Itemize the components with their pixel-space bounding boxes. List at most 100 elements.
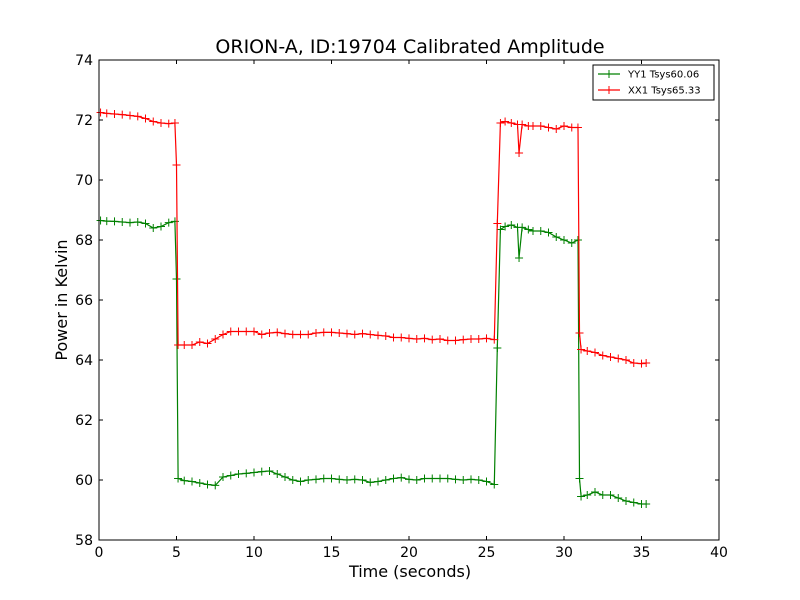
data-point [164,218,173,227]
data-point [195,479,204,487]
data-point [366,330,375,339]
y-tick-label: 62 [75,413,93,429]
data-point [560,236,568,244]
legend-label: YY1 Tsys60.06 [627,70,699,81]
legend-marker [605,70,613,78]
data-point [118,110,127,119]
data-point [250,468,258,477]
data-point [96,216,105,225]
data-point [110,110,119,118]
data-point [614,354,623,363]
data-point [493,219,502,228]
data-point [312,329,320,337]
data-point [443,474,452,483]
data-point [250,327,258,336]
legend-label: XX1 Tsys65.33 [628,86,701,97]
x-tick-label: 5 [172,545,181,561]
data-point [335,329,344,337]
data-point [335,475,344,484]
data-point [474,476,483,484]
data-point [507,221,516,229]
data-point [642,500,651,508]
data-point [188,341,196,349]
x-tick-label: 20 [400,545,418,561]
data-point [493,344,502,352]
data-point [518,120,527,129]
data-point [428,474,437,483]
x-tick-label: 30 [555,545,573,561]
y-axis: 58 60 62 64 66 68 70 72 74 [75,53,719,549]
data-point [219,330,227,339]
data-point [536,227,545,235]
data-point [515,149,524,157]
data-point [405,334,413,343]
data-point [529,122,537,130]
data-point [343,329,351,338]
y-tick-label: 64 [75,353,93,369]
data-point [577,345,586,354]
data-point [428,335,437,344]
data-point [102,109,111,118]
data-point [598,351,607,360]
data-point [598,491,607,499]
data-point [110,217,119,226]
x-tick-label: 40 [710,545,728,561]
data-point [490,335,499,344]
data-point [170,217,179,226]
data-point [211,335,220,343]
data-point [281,329,289,338]
data-point [451,336,460,345]
x-tick-label: 25 [478,545,496,561]
data-point [203,480,212,489]
data-point [133,112,142,121]
data-point [312,475,320,484]
data-point [389,474,398,483]
data-point [405,475,413,484]
data-point [482,477,491,486]
data-point [496,225,505,234]
x-axis: 0 5 10 15 20 25 30 35 40 [95,60,728,561]
data-point [188,477,196,486]
chart-title: ORION-A, ID:19704 Calibrated Amplitude [215,36,604,58]
legend-box [592,64,715,101]
y-tick-label: 70 [75,173,93,189]
data-point [157,119,165,127]
data-point [133,218,142,226]
data-point [575,329,584,337]
data-point [381,332,390,340]
data-point [637,359,646,368]
data-point [622,497,630,505]
data-point [552,233,561,241]
data-point [350,330,359,339]
data-point [451,475,460,484]
data-point [149,224,158,232]
data-point [149,117,158,126]
data-point [443,336,452,345]
data-point [591,488,599,496]
y-tick-label: 60 [75,473,93,489]
data-point [374,331,382,340]
data-point [629,359,638,367]
data-point [507,119,516,127]
data-point [350,475,359,484]
data-point [211,481,220,490]
data-point [529,227,537,235]
data-point [288,476,297,484]
data-point [496,119,505,127]
data-point [226,471,235,480]
data-point [467,335,475,343]
data-point [126,218,134,227]
data-point [573,236,582,244]
y-tick-label: 66 [75,293,93,309]
data-point [257,467,266,476]
data-point [281,473,289,481]
data-point [319,474,328,483]
data-point [642,359,651,367]
data-point [389,333,398,342]
data-point [358,476,367,484]
y-axis-label: Power in Kelvin [52,239,71,360]
data-point [358,329,367,338]
data-point [397,333,406,342]
data-point [172,275,181,283]
